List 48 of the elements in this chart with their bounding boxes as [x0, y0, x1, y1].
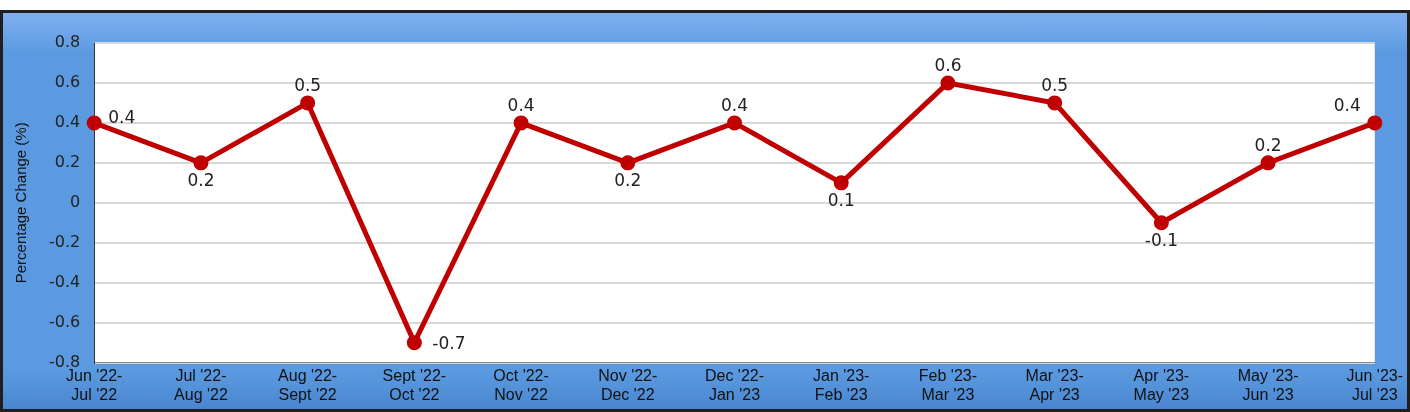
x-tick-label: Mar '23- Apr '23: [1025, 366, 1084, 403]
y-tick-label: 0.6: [54, 72, 81, 92]
y-tick-label: 0.8: [54, 32, 81, 52]
y-tick-label: 0: [70, 191, 81, 211]
point: [300, 95, 316, 111]
data-label: 0.5: [1041, 74, 1069, 95]
data-label: 0.2: [187, 169, 215, 190]
data-label: 0.5: [294, 74, 322, 95]
data-label: 0.4: [720, 94, 749, 115]
point: [1367, 115, 1383, 131]
point: [940, 75, 956, 91]
point: [406, 335, 422, 351]
data-label: -0.1: [1144, 229, 1178, 250]
data-label: 0.6: [934, 54, 962, 75]
x-tick-label: Nov '22- Dec '22: [598, 366, 658, 403]
x-tick-label: Feb '23- Mar '23: [918, 366, 978, 403]
x-tick-label: Jun '22- Jul '22: [66, 366, 123, 403]
point: [1047, 95, 1063, 111]
point: [620, 155, 636, 171]
point: [727, 115, 742, 131]
x-tick-label: Dec '22- Jan '23: [704, 366, 765, 403]
y-tick-label: -0.6: [49, 311, 81, 331]
point: [1153, 215, 1169, 231]
data-label: 0.4: [507, 94, 535, 115]
x-tick-label: May '23- Jun '23: [1237, 366, 1299, 403]
x-tick-label: Aug '22- Sept '22: [278, 366, 338, 403]
x-tick-label: Sept '22- Oct '22: [382, 366, 447, 403]
x-tick-label: Jul '22- Aug '22: [174, 366, 228, 403]
data-label: -0.7: [432, 333, 466, 354]
point: [193, 155, 209, 171]
y-axis-title: Percentage Change (%): [12, 122, 30, 284]
y-tick-label: -0.2: [49, 231, 81, 251]
y-tick-label: 0.4: [54, 112, 81, 132]
point: [513, 115, 529, 131]
y-tick-label: -0.4: [49, 271, 81, 291]
data-label: 0.2: [1254, 134, 1282, 155]
point: [86, 115, 102, 131]
y-tick-label: 0.2: [54, 152, 81, 172]
point: [1260, 155, 1276, 171]
data-label: 0.4: [1333, 95, 1361, 116]
data-label: 0.1: [827, 189, 855, 210]
x-tick-label: Jan '23- Feb '23: [813, 366, 870, 403]
point: [833, 175, 849, 191]
x-tick-label: Jun '23- Jul '23: [1346, 366, 1403, 403]
data-label: 0.4: [108, 107, 136, 128]
x-tick-label: Apr '23- May '23: [1133, 366, 1190, 403]
x-tick-label: Oct '22- Nov '22: [493, 366, 549, 403]
data-label: 0.2: [614, 169, 642, 190]
